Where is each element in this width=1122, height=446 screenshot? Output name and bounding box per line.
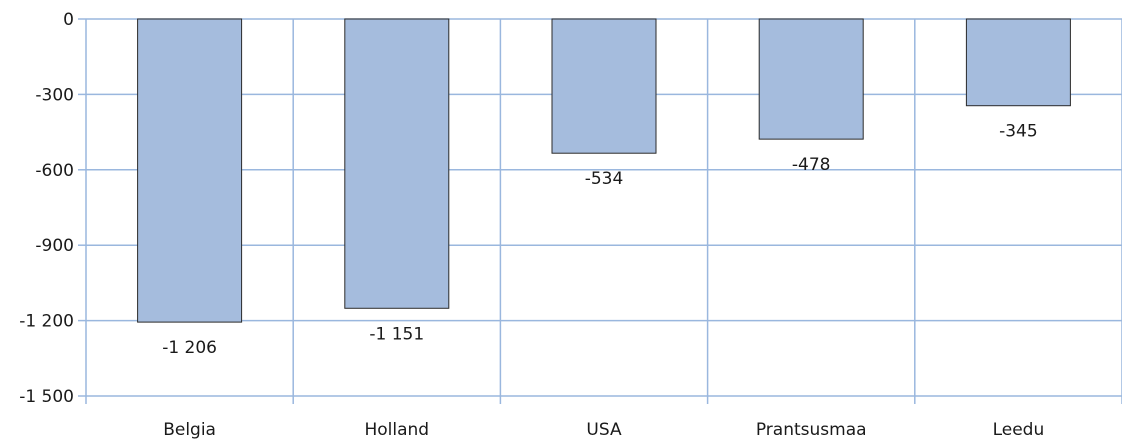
data-label: -1 151	[369, 324, 424, 344]
data-label: -534	[585, 169, 624, 189]
category-label: Prantsusmaa	[756, 420, 867, 440]
data-label: -1 206	[162, 338, 217, 358]
bar	[758, 18, 864, 140]
category-label: Belgia	[163, 420, 216, 440]
category-label: USA	[586, 420, 622, 440]
bar	[965, 18, 1071, 107]
bar-layer	[137, 18, 1071, 323]
y-tick-label: -1 200	[19, 312, 74, 332]
axis-layer: 0 -300 -600 -900 -1 200 -1 500	[19, 10, 1122, 407]
data-label: -345	[999, 122, 1038, 142]
label-layer: -1 206 Belgia -1 151 Holland -534 USA -478 Pran…	[162, 122, 1044, 440]
data-label: -478	[792, 155, 831, 175]
y-tick-label: -900	[35, 236, 74, 256]
category-label: Leedu	[993, 420, 1045, 440]
grid-layer	[85, 18, 1122, 397]
y-tick-label: -1 500	[19, 387, 74, 407]
y-tick-label: 0	[63, 10, 74, 30]
bar	[344, 18, 450, 309]
y-tick-label: -300	[35, 85, 74, 105]
bar	[551, 18, 657, 154]
y-tick-label: -600	[35, 161, 74, 181]
bar	[137, 18, 243, 323]
category-label: Holland	[364, 420, 429, 440]
